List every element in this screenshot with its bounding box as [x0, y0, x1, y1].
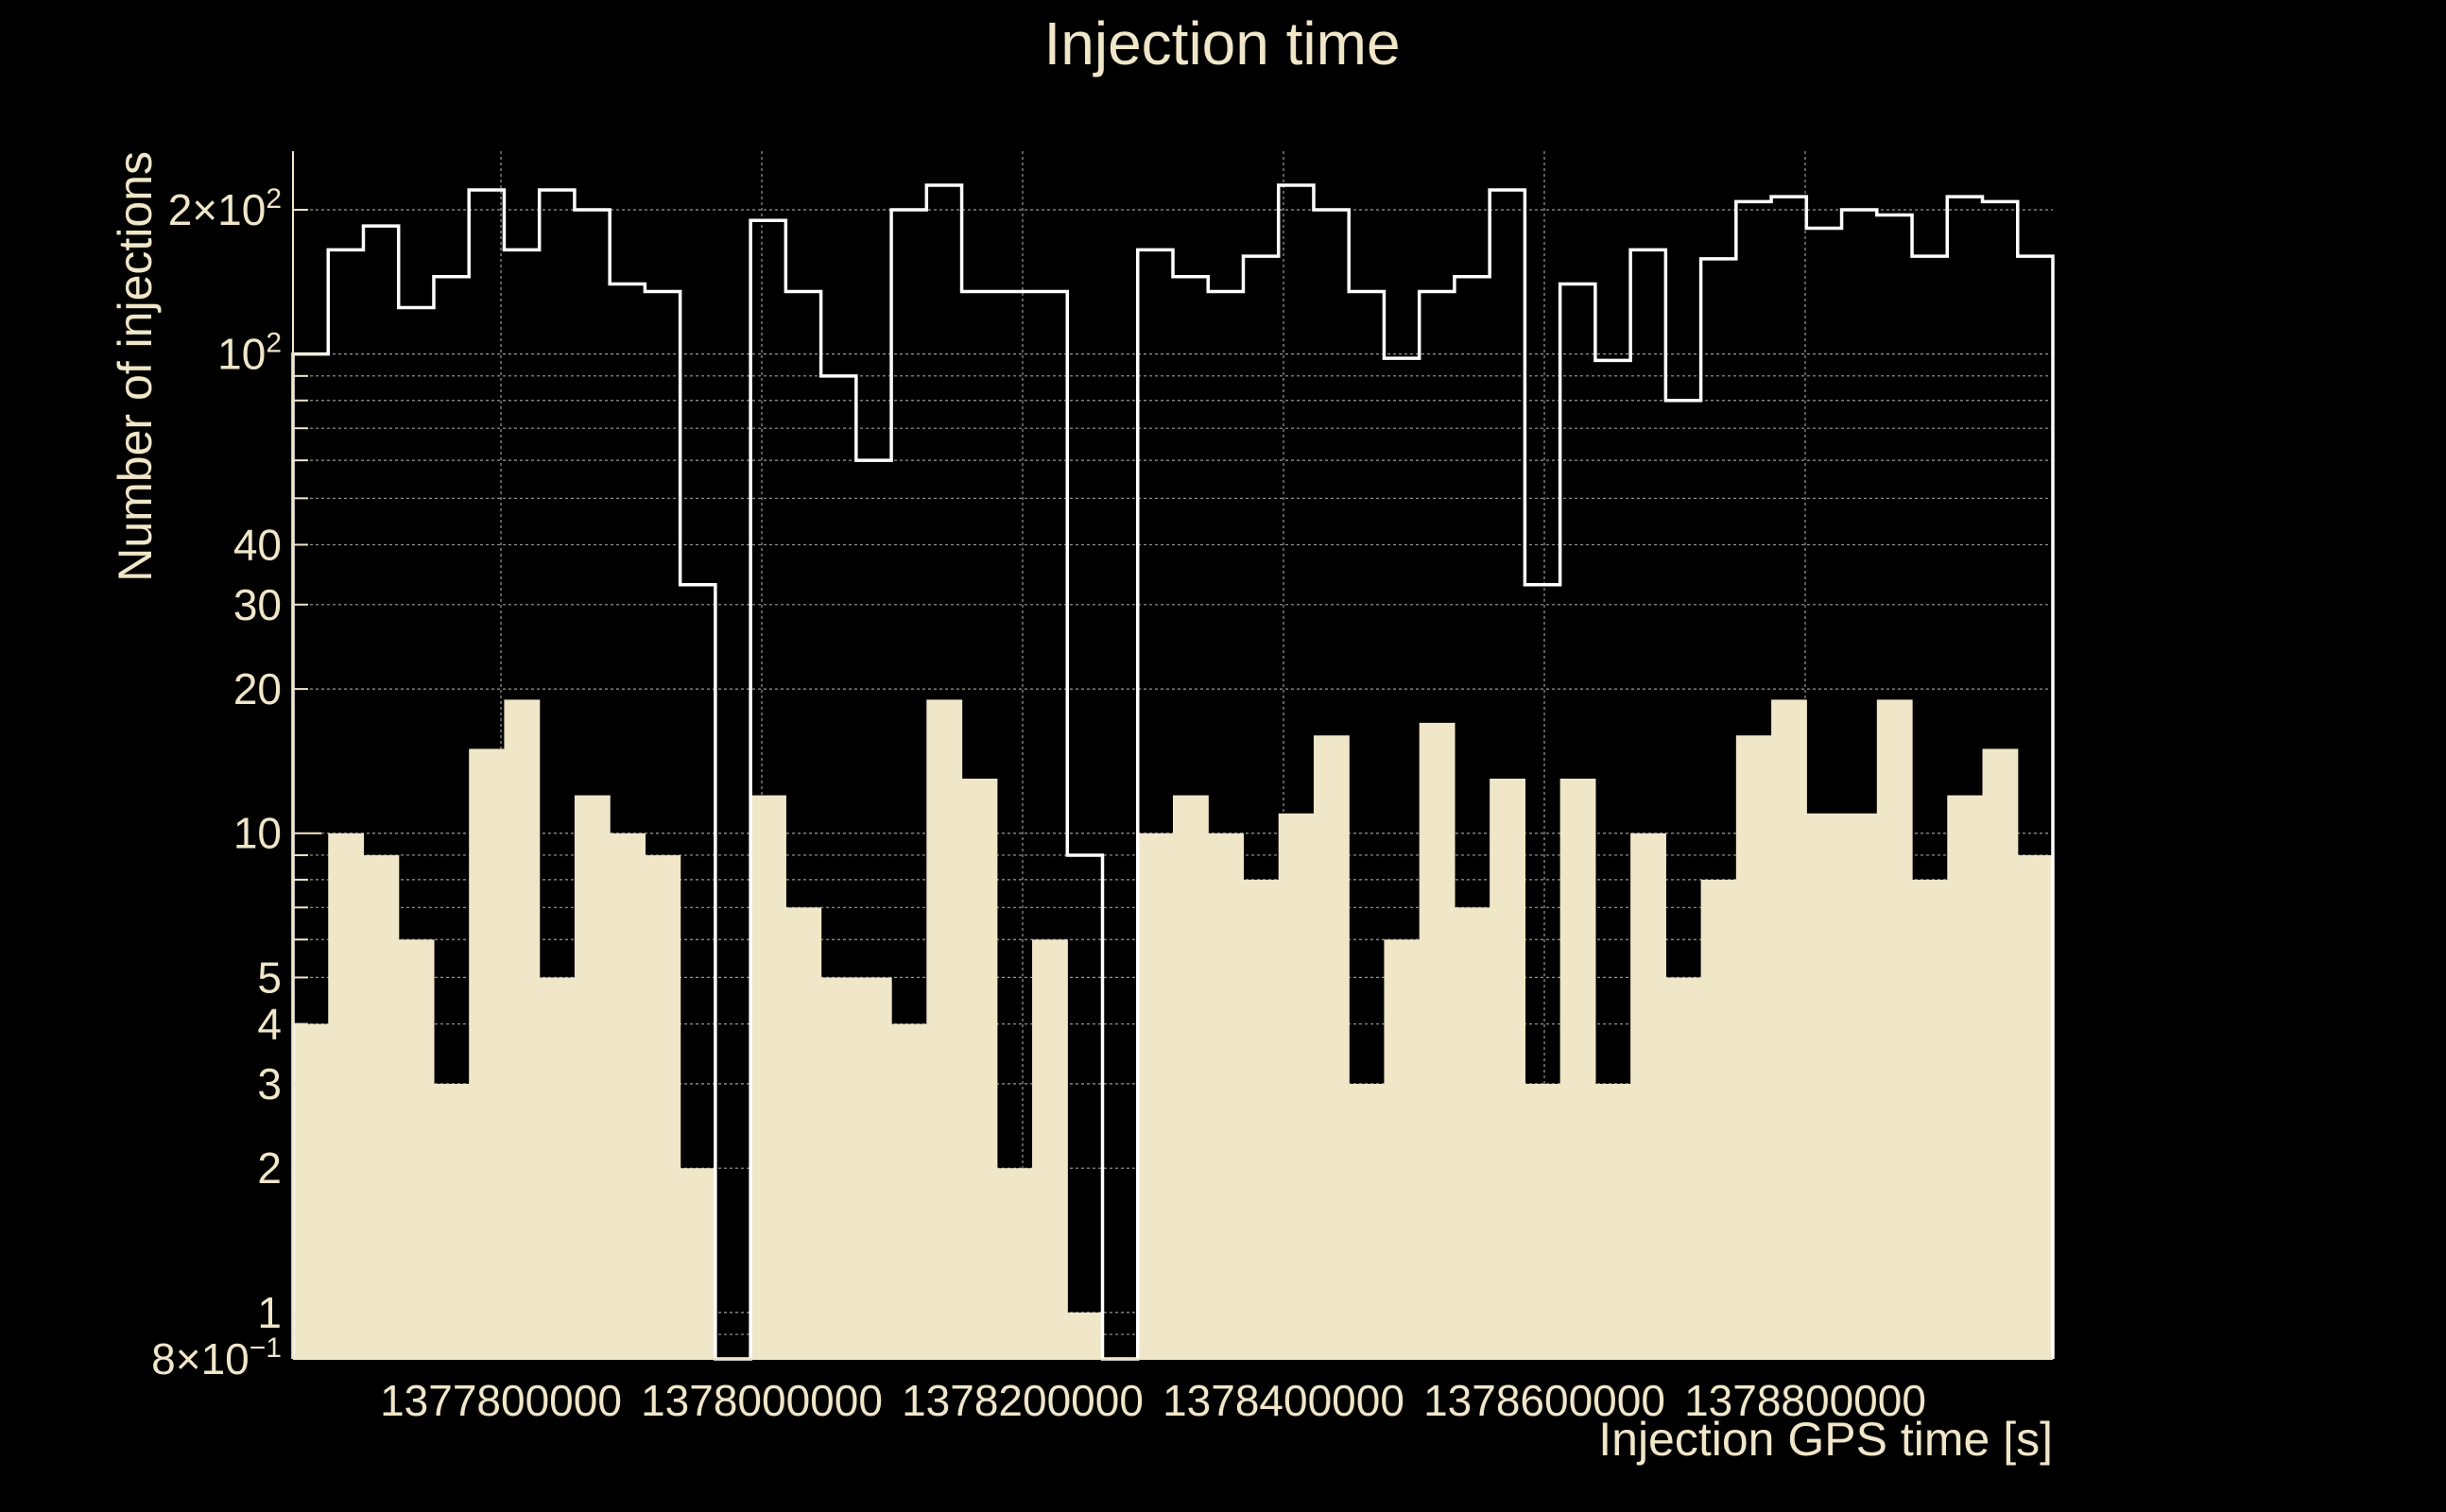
filled-bar	[645, 854, 681, 1359]
filled-bar	[1278, 813, 1315, 1359]
filled-bar	[996, 1168, 1033, 1359]
x-tick-label: 1378200000	[902, 1376, 1144, 1425]
y-tick-label: 4	[257, 1000, 282, 1049]
y-tick-label: 1	[257, 1288, 282, 1337]
y-tick-label: 5	[257, 953, 282, 1002]
axes	[292, 151, 2053, 1360]
filled-bar	[539, 977, 576, 1359]
filled-bar	[1384, 939, 1421, 1359]
filled-bar	[433, 1083, 470, 1359]
filled-bar	[610, 833, 646, 1359]
outline-step-line	[291, 183, 2055, 1361]
filled-bar	[398, 939, 435, 1359]
filled-bar	[328, 833, 365, 1359]
filled-bar	[1735, 735, 1772, 1359]
x-tick-label: 1378000000	[641, 1376, 883, 1425]
filled-bar	[574, 795, 611, 1359]
filled-bar	[1313, 735, 1350, 1359]
y-tick-labels: 8×10−11 2 3 45 10 20 30 40 102 2×102	[151, 183, 282, 1383]
filled-bar	[1630, 833, 1666, 1359]
y-tick-label: 102	[217, 328, 282, 379]
filled-bar	[363, 854, 400, 1359]
filled-bar	[1806, 813, 1843, 1359]
y-tick-label: 10	[233, 809, 282, 858]
filled-bar	[1559, 778, 1596, 1359]
x-tick-label: 1378800000	[1684, 1376, 1926, 1425]
filled-bar	[1876, 699, 1913, 1359]
outline-series	[291, 183, 2055, 1361]
filled-bar	[1243, 879, 1280, 1359]
filled-series	[293, 699, 2054, 1359]
x-tick-label: 1378400000	[1163, 1376, 1404, 1425]
y-tick-label: 3	[257, 1059, 282, 1108]
chart-title: Injection time	[1043, 9, 1400, 77]
x-tick-label: 1378600000	[1423, 1376, 1665, 1425]
y-tick-label: 30	[233, 580, 282, 629]
filled-bar	[1454, 907, 1490, 1359]
filled-bar	[504, 699, 541, 1359]
y-axis-label: Number of injections	[109, 151, 162, 582]
y-tick-label: 20	[233, 664, 282, 713]
filled-bar	[1594, 1083, 1631, 1359]
filled-bar	[750, 795, 786, 1359]
filled-bar	[1137, 833, 1174, 1359]
filled-bar	[1032, 939, 1068, 1359]
filled-bar	[926, 699, 963, 1359]
filled-bar	[1419, 722, 1456, 1359]
filled-bar	[1665, 977, 1702, 1359]
y-tick-label: 2×102	[168, 183, 282, 234]
x-axis-label: Injection GPS time [s]	[1598, 1413, 2053, 1466]
filled-bar	[1841, 813, 1878, 1359]
filled-bar	[680, 1168, 716, 1359]
filled-bar	[1490, 778, 1525, 1359]
filled-bar	[1524, 1083, 1561, 1359]
filled-bar	[1349, 1083, 1386, 1359]
y-tick-label: 2	[257, 1143, 282, 1193]
filled-bar	[1208, 833, 1245, 1359]
filled-bar	[820, 977, 857, 1359]
filled-bar	[961, 778, 998, 1359]
filled-bar	[1912, 879, 1948, 1359]
y-tick-label: 40	[233, 520, 282, 569]
filled-bar	[1067, 1312, 1104, 1359]
filled-bar	[1173, 795, 1209, 1359]
filled-bar	[891, 1023, 927, 1359]
x-tick-labels: 1377800000 1378000000 1378200000 1378400000…	[380, 1376, 1926, 1425]
filled-bar	[2017, 854, 2054, 1359]
filled-bar	[1700, 879, 1737, 1359]
filled-bar	[293, 1023, 329, 1359]
filled-bar	[469, 748, 506, 1359]
y-tick-label: 8×10−1	[151, 1332, 282, 1383]
filled-bar	[1771, 699, 1807, 1359]
filled-bar	[1982, 748, 2019, 1359]
filled-bar	[855, 977, 892, 1359]
filled-bar	[785, 907, 822, 1359]
x-tick-label: 1377800000	[380, 1376, 622, 1425]
filled-bar	[1947, 795, 1984, 1359]
